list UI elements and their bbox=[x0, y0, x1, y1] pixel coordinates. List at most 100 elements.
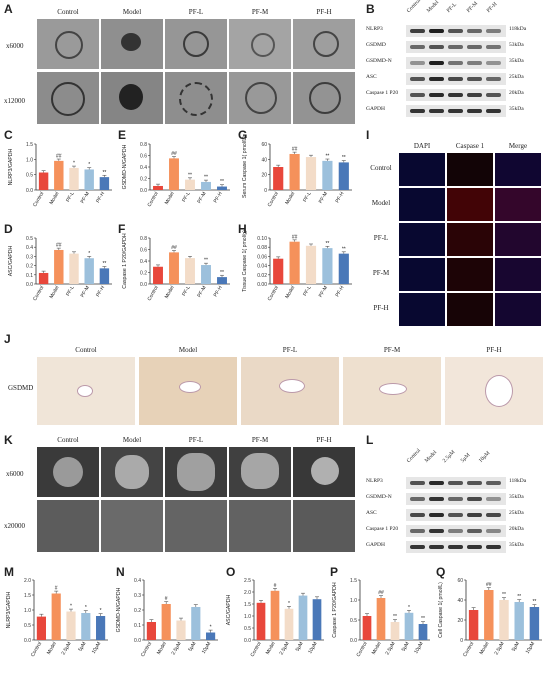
tem-image bbox=[228, 71, 292, 125]
significance-marker: ** bbox=[325, 241, 329, 247]
x-tick-label: 5μM bbox=[295, 641, 305, 653]
blot-strip bbox=[406, 57, 506, 69]
x-tick-label: 10μM bbox=[91, 641, 103, 655]
blot-band bbox=[467, 93, 482, 97]
x-tick-label: PF-H bbox=[95, 191, 106, 204]
blot-l-col: 5μM bbox=[459, 452, 472, 464]
significance-marker: ## bbox=[56, 154, 62, 160]
y-tick-label: 0.4 bbox=[140, 165, 147, 171]
bar bbox=[376, 598, 386, 640]
y-axis-label: ASC/GAPDH bbox=[8, 245, 14, 276]
bar bbox=[66, 611, 76, 640]
blot-band bbox=[448, 29, 463, 33]
ihc-col: Model bbox=[178, 346, 198, 354]
tem-image bbox=[292, 71, 356, 125]
panel-label-d: D bbox=[4, 222, 13, 236]
sem-col: PF-L bbox=[188, 436, 204, 444]
blot-band bbox=[467, 61, 482, 65]
sem-col: Control bbox=[57, 436, 79, 444]
if-image bbox=[398, 257, 446, 292]
blot-band bbox=[410, 93, 425, 97]
x-tick-label: Control bbox=[249, 641, 262, 658]
chart-g: 0 20 40 60 Serum Caspase 1( pmol/L) Control ##… bbox=[242, 136, 352, 208]
bar bbox=[404, 612, 414, 640]
significance-marker: ** bbox=[517, 594, 521, 600]
blot-band bbox=[429, 61, 444, 65]
bar bbox=[69, 253, 79, 284]
bar bbox=[161, 604, 171, 640]
sem-image bbox=[292, 446, 356, 498]
y-tick-label: 0.0 bbox=[26, 282, 33, 288]
sem-image bbox=[228, 499, 292, 553]
bar bbox=[338, 162, 349, 190]
blot-band bbox=[410, 545, 425, 549]
blot-band bbox=[448, 513, 463, 517]
x-tick-label: Model bbox=[371, 641, 383, 656]
y-tick-label: 0.0 bbox=[140, 282, 147, 288]
panel-label-l: L bbox=[366, 433, 374, 447]
bar bbox=[51, 593, 61, 640]
blot-protein-label: Caspase 1 P20 bbox=[366, 90, 399, 96]
blot-row: GSDMD-N 35kDa bbox=[366, 492, 546, 508]
bar bbox=[289, 153, 300, 190]
y-tick-label: 0.4 bbox=[134, 578, 141, 584]
blot-row: Caspase 1 P20 20kDa bbox=[366, 88, 546, 104]
chart-q: 0 20 40 60 Cell Caspase 1( pmol/L) Control ## M… bbox=[438, 578, 542, 658]
blot-strip bbox=[406, 73, 506, 85]
blot-band bbox=[410, 29, 425, 33]
blot-band bbox=[448, 93, 463, 97]
y-tick-label: 2.0 bbox=[24, 578, 31, 584]
x-tick-label: Control bbox=[32, 285, 45, 302]
blot-band bbox=[410, 45, 425, 49]
y-tick-label: 0.4 bbox=[140, 259, 147, 265]
blot-protein-label: GAPDH bbox=[366, 542, 385, 548]
y-axis-label: Cell Caspase 1( pmol/L) bbox=[438, 582, 444, 638]
if-row-label: PF-L bbox=[373, 234, 389, 242]
x-tick-label: 10μM bbox=[413, 641, 425, 655]
bar bbox=[322, 248, 333, 284]
y-tick-label: 0.0 bbox=[134, 638, 141, 644]
ihc-col: Control bbox=[75, 346, 97, 354]
x-tick-label: PF-M bbox=[318, 285, 329, 299]
blot-kda-label: 53kDa bbox=[509, 42, 524, 48]
y-tick-label: 0.2 bbox=[140, 271, 147, 277]
tem-col-model: Model bbox=[122, 8, 142, 16]
blot-protein-label: ASC bbox=[366, 510, 377, 516]
blot-l-col: Control bbox=[405, 447, 422, 464]
blot-strip bbox=[406, 541, 506, 553]
y-tick-label: 0.04 bbox=[257, 264, 267, 270]
blot-band bbox=[448, 545, 463, 549]
y-tick-label: 0.02 bbox=[257, 273, 267, 279]
blot-kda-label: 20kDa bbox=[509, 90, 524, 96]
if-image bbox=[494, 257, 542, 292]
ihc-image bbox=[138, 356, 238, 426]
x-tick-label: 2.5μM bbox=[61, 641, 73, 656]
y-tick-label: 2.5 bbox=[244, 578, 251, 584]
significance-marker: ## bbox=[292, 147, 298, 153]
x-tick-label: PF-H bbox=[334, 191, 345, 204]
significance-marker: # bbox=[274, 583, 277, 589]
y-tick-label: 0 bbox=[460, 638, 463, 644]
bar bbox=[289, 241, 300, 284]
blot-band bbox=[467, 109, 482, 113]
blot-band bbox=[486, 545, 501, 549]
bar bbox=[298, 595, 308, 640]
blot-band bbox=[410, 77, 425, 81]
x-tick-label: PF-M bbox=[80, 191, 91, 205]
bar bbox=[390, 622, 400, 640]
if-panel: DAPI Caspase 1 Merge Control Model PF-L PF-… bbox=[366, 138, 546, 328]
panel-label-h: H bbox=[238, 222, 247, 236]
blot-protein-label: NLRP3 bbox=[366, 478, 383, 484]
if-image bbox=[446, 292, 494, 327]
bar bbox=[69, 167, 79, 190]
if-image bbox=[494, 222, 542, 257]
sem-image-grid bbox=[36, 446, 358, 553]
panel-label-q: Q bbox=[436, 565, 446, 579]
blot-band bbox=[486, 77, 501, 81]
if-image bbox=[446, 257, 494, 292]
bar bbox=[273, 258, 284, 284]
if-image bbox=[398, 152, 446, 187]
blot-band bbox=[429, 481, 444, 485]
blot-protein-label: Caspase 1 P20 bbox=[366, 526, 399, 532]
x-tick-label: 5μM bbox=[511, 641, 521, 653]
